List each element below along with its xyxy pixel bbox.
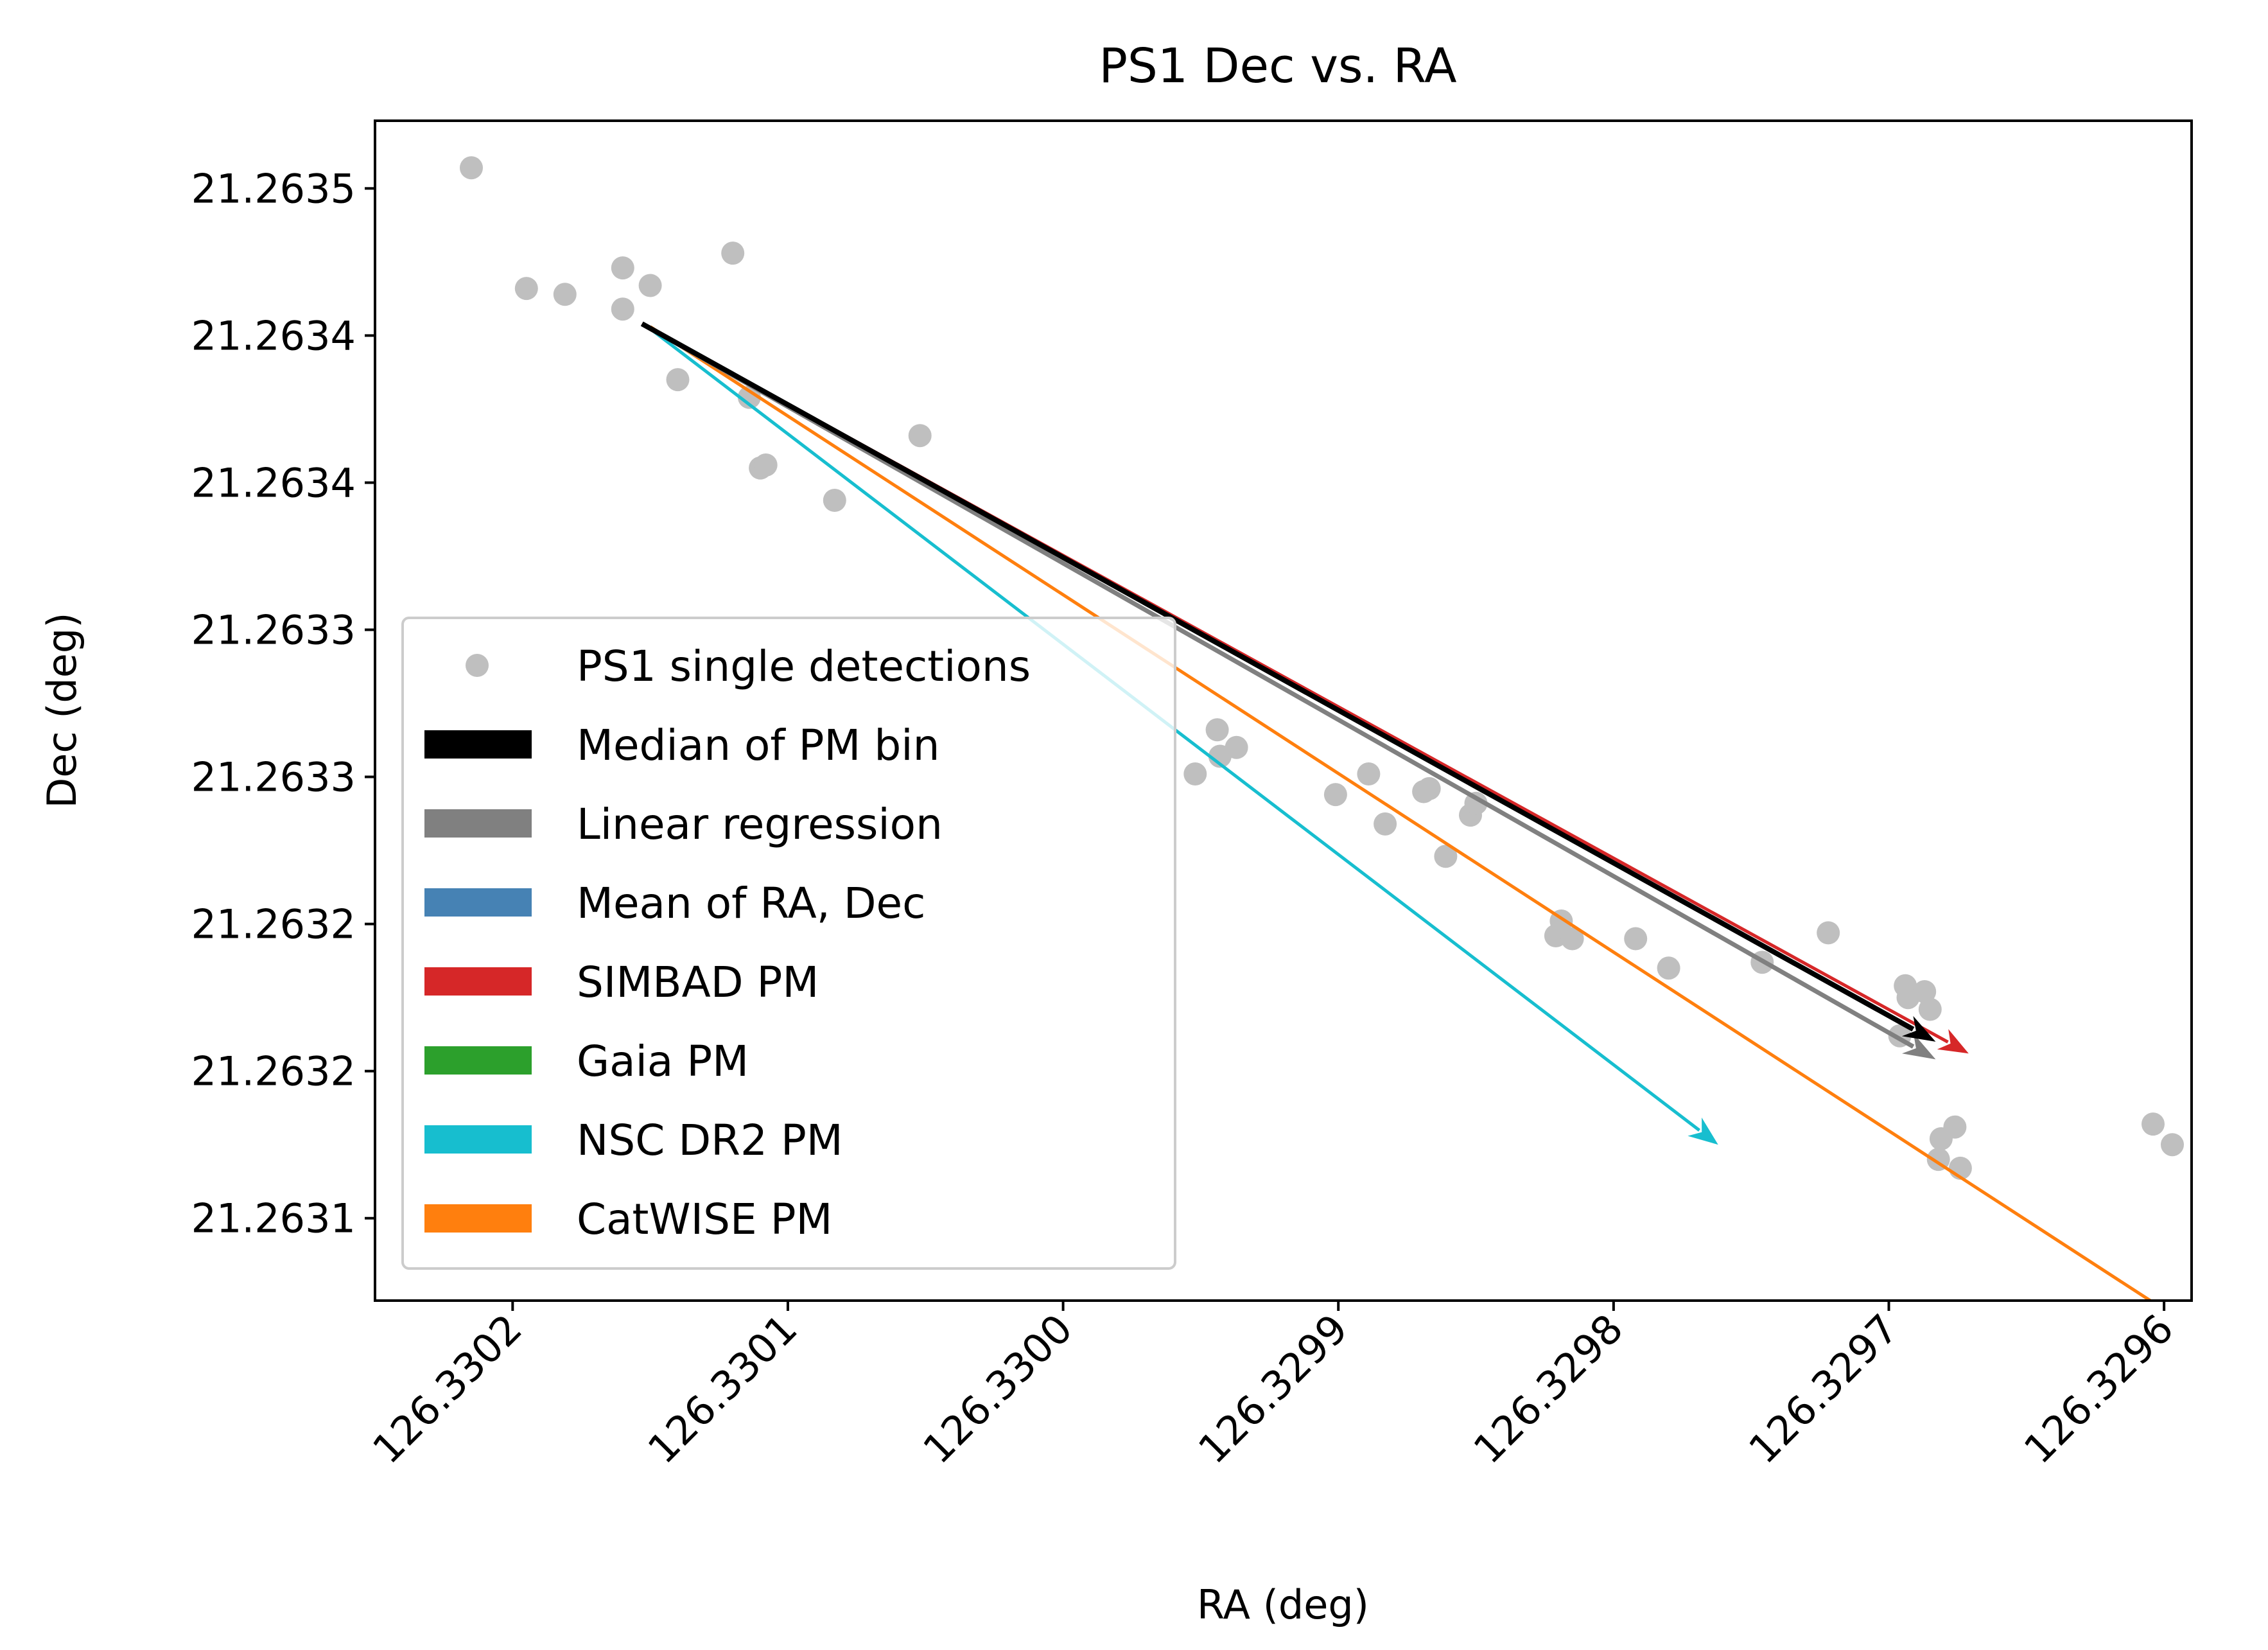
legend-item-median-of-pm-bin: Median of PM bin (424, 721, 939, 770)
legend-swatch (424, 730, 532, 759)
legend-label: Gaia PM (577, 1037, 749, 1086)
ps1-detection-point (754, 453, 778, 477)
ps1-detection-point (1374, 812, 1397, 836)
ps1-detection-point (1657, 956, 1680, 980)
legend-item-mean-of-ra-dec: Mean of RA, Dec (424, 879, 925, 928)
legend-label: SIMBAD PM (577, 958, 819, 1007)
legend-item-nsc-dr2-pm: NSC DR2 PM (424, 1116, 843, 1165)
ps1-detection-point (1183, 762, 1207, 786)
legend-item-simbad-pm: SIMBAD PM (424, 958, 819, 1007)
ps1-detection-point (1560, 927, 1584, 951)
ps1-detection-point (1357, 762, 1381, 786)
ps1-detection-point (823, 489, 846, 512)
plot-area (460, 156, 2184, 1301)
legend-label: Linear regression (577, 800, 943, 849)
plot-frame (374, 119, 2193, 1302)
ps1-detection-point (737, 385, 761, 409)
x-axis-label: RA (deg) (1197, 1581, 1369, 1628)
ps1-detection-point (514, 277, 538, 301)
legend-item-gaia-pm: Gaia PM (424, 1037, 749, 1086)
legend-label: CatWISE PM (577, 1195, 832, 1244)
legend-swatch (424, 888, 532, 917)
ps1-detection-point (638, 274, 662, 297)
legend-label: NSC DR2 PM (577, 1116, 843, 1165)
catwise-pm-shaft (649, 325, 2152, 1301)
ps1-detection-point (1624, 927, 1648, 951)
legend-label: PS1 single detections (577, 642, 1031, 691)
ps1-detection-point (1464, 791, 1488, 815)
legend-marker (466, 654, 489, 677)
ps1-detection-point (1918, 997, 1942, 1021)
nsc-dr2-pm-arrowhead (1688, 1118, 1718, 1145)
ps1-detection-point (1913, 980, 1937, 1003)
y-tick-label: 21.2633 (191, 607, 356, 654)
y-tick-label: 21.2635 (191, 165, 356, 212)
median-of-pm-bin-arrow (640, 321, 1936, 1042)
legend-item-ps1-single-detections: PS1 single detections (466, 642, 1031, 691)
ps1-detection-point (2161, 1133, 2184, 1157)
linear-regression-arrowhead (1902, 1033, 1936, 1060)
y-tick-label: 21.2631 (191, 1195, 356, 1242)
ps1-detection-point (611, 256, 634, 280)
y-axis-ticks: 21.2635 21.2634 21.2634 21.2633 21.2633 21.26… (191, 165, 375, 1242)
ps1-detection-point (460, 156, 483, 180)
ps1-detection-point (1225, 735, 1248, 759)
ps1-detection-point (1417, 777, 1441, 800)
y-tick-label: 21.2634 (191, 312, 356, 359)
y-axis-label: Dec (deg) (39, 613, 85, 809)
median-of-pm-bin-arrowhead (1901, 1015, 1936, 1042)
legend-swatch (424, 1125, 532, 1154)
catwise-pm-arrow (649, 325, 2152, 1301)
y-tick-label: 21.2632 (191, 1048, 356, 1095)
plot-marks (460, 156, 2184, 1301)
legend-label: Median of PM bin (577, 721, 939, 770)
legend-swatch (424, 1046, 532, 1075)
legend-label: Mean of RA, Dec (577, 879, 925, 928)
ps1-detection-point (721, 241, 745, 265)
ps1-detection-point (908, 424, 932, 448)
legend-item-linear-regression: Linear regression (424, 800, 943, 849)
legend-swatch (424, 1204, 532, 1233)
ps1-detection-point (611, 297, 634, 321)
simbad-pm-arrowhead (1937, 1029, 1969, 1054)
ps1-detection-point (1323, 783, 1347, 807)
y-tick-label: 21.2634 (191, 459, 356, 506)
legend-swatch (424, 809, 532, 838)
legend: PS1 single detections Median of PM bin Lin… (401, 617, 1176, 1270)
chart-title: PS1 Dec vs. RA (1099, 39, 1457, 94)
legend-swatch (424, 967, 532, 996)
legend-item-catwise-pm: CatWISE PM (424, 1195, 832, 1244)
median-of-pm-bin-shaft (640, 321, 1915, 1031)
y-tick-label: 21.2633 (191, 754, 356, 801)
ps1-detection-point (2142, 1112, 2165, 1136)
ps1-detection-point (1205, 718, 1229, 742)
ps1-detection-point (1943, 1115, 1967, 1139)
ps1-detection-point (1817, 921, 1840, 945)
ps1-detection-point (1434, 845, 1458, 868)
ps1-detection-point (553, 283, 577, 306)
y-tick-label: 21.2632 (191, 901, 356, 948)
ps1-detection-point (666, 368, 690, 392)
legend-box (401, 617, 1176, 1270)
